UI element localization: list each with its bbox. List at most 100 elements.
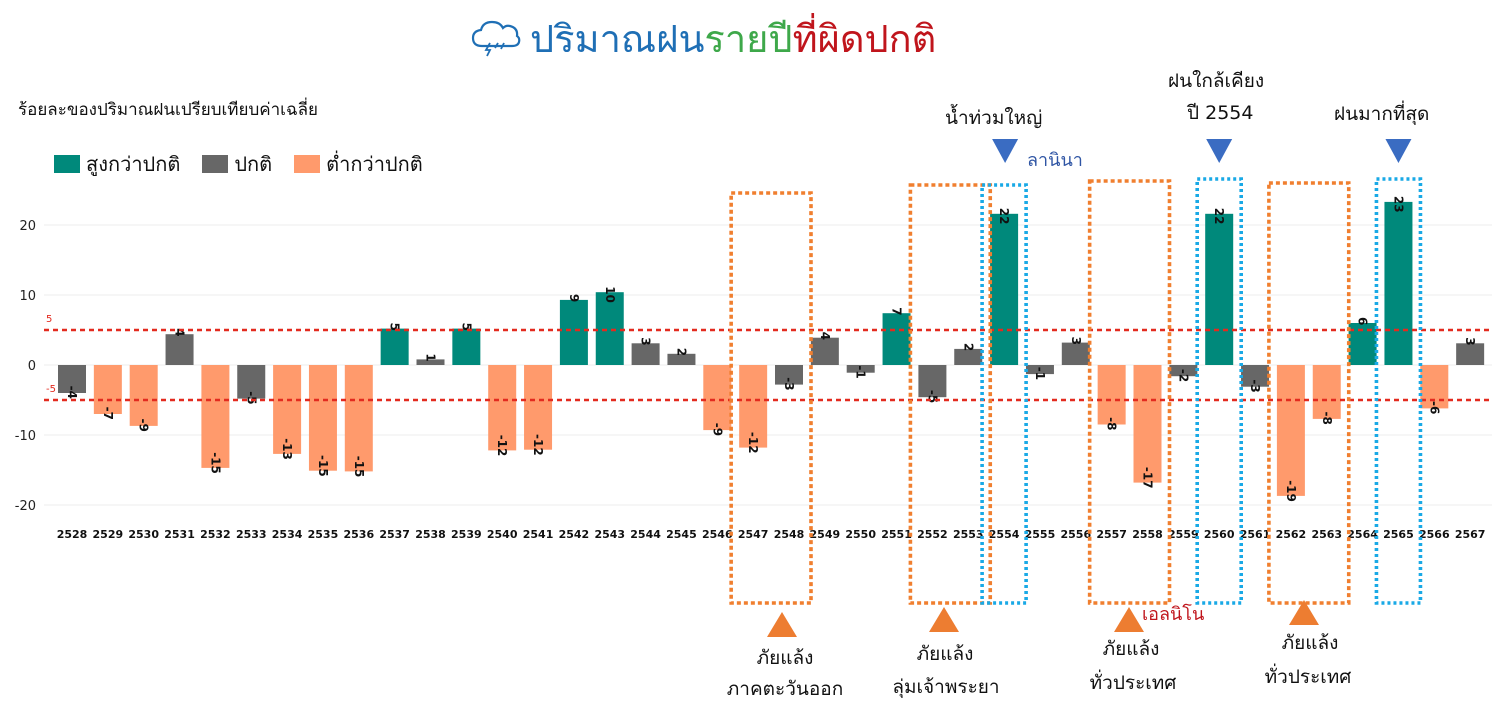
x-tick-label: 2567 bbox=[1455, 528, 1486, 541]
drought-box bbox=[908, 183, 993, 605]
x-tick-label: 2556 bbox=[1060, 528, 1091, 541]
x-tick-label: 2561 bbox=[1240, 528, 1271, 541]
bar bbox=[1205, 213, 1234, 365]
data-label: -1 bbox=[1033, 367, 1047, 380]
annotation-drought-2562-line1: ภัยแล้ง bbox=[1281, 632, 1339, 654]
data-label: -19 bbox=[1284, 480, 1298, 502]
x-tick-label: 2563 bbox=[1311, 528, 1342, 541]
bar bbox=[559, 299, 588, 365]
x-tick-label: 2537 bbox=[379, 528, 410, 541]
annotation-drought-2552-line1: ภัยแล้ง bbox=[916, 643, 974, 665]
x-tick-label: 2557 bbox=[1096, 528, 1127, 541]
bar bbox=[882, 313, 911, 365]
annotation-drought-2557-line2: ทั่วประเทศ bbox=[1089, 672, 1177, 694]
data-label: 4 bbox=[173, 328, 187, 336]
data-label: 6 bbox=[1356, 317, 1370, 325]
bar bbox=[954, 348, 983, 365]
bar bbox=[739, 365, 768, 448]
title-part-3: ที่ผิดปกติ bbox=[792, 16, 937, 61]
x-tick-label: 2554 bbox=[989, 528, 1020, 541]
annotation-flood-2565: ฝนมากที่สุด bbox=[1334, 103, 1430, 125]
threshold-label: -5 bbox=[46, 384, 56, 395]
x-tick-label: 2530 bbox=[128, 528, 159, 541]
page-title: ปริมาณฝน รายปี ที่ผิดปกติ bbox=[470, 10, 936, 66]
x-tick-label: 2539 bbox=[451, 528, 482, 541]
data-label: 5 bbox=[388, 323, 402, 331]
y-tick-label: -20 bbox=[15, 499, 36, 514]
bar bbox=[237, 365, 266, 399]
x-tick-label: 2535 bbox=[308, 528, 339, 541]
data-label: 3 bbox=[1463, 337, 1477, 345]
x-tick-label: 2538 bbox=[415, 528, 446, 541]
data-label: -3 bbox=[1248, 379, 1262, 392]
bar bbox=[416, 359, 445, 365]
bar bbox=[452, 328, 481, 365]
y-axis-title: ร้อยละของปริมาณฝนเปรียบเทียบค่าเฉลี่ย bbox=[18, 100, 318, 120]
x-tick-label: 2550 bbox=[845, 528, 876, 541]
data-label: -17 bbox=[1141, 467, 1155, 489]
x-tick-label: 2551 bbox=[881, 528, 912, 541]
data-label: -4 bbox=[65, 386, 79, 399]
data-label: 22 bbox=[1212, 208, 1226, 225]
data-label: -15 bbox=[208, 452, 222, 474]
bar bbox=[201, 365, 230, 468]
data-label: 10 bbox=[603, 286, 617, 303]
x-tick-label: 2560 bbox=[1204, 528, 1235, 541]
bar bbox=[918, 365, 947, 398]
bar bbox=[58, 365, 86, 393]
data-label: -8 bbox=[1105, 417, 1119, 430]
legend-item-above: สูงกว่าปกติ bbox=[54, 148, 180, 180]
bar bbox=[1061, 342, 1090, 365]
data-label: -2 bbox=[1176, 369, 1190, 382]
data-label: -1 bbox=[854, 365, 868, 378]
x-tick-label: 2558 bbox=[1132, 528, 1163, 541]
x-tick-label: 2536 bbox=[343, 528, 374, 541]
legend-swatch-below bbox=[294, 155, 321, 173]
bar bbox=[1456, 343, 1485, 365]
bar bbox=[1241, 365, 1270, 387]
x-tick-label: 2544 bbox=[630, 528, 661, 541]
bar bbox=[990, 213, 1019, 365]
annotation-drought-2557-line1: ภัยแล้ง bbox=[1102, 638, 1160, 660]
drought-box bbox=[1267, 181, 1351, 605]
x-tick-label: 2548 bbox=[774, 528, 805, 541]
bar bbox=[165, 334, 194, 365]
legend-label-above: สูงกว่าปกติ bbox=[86, 152, 181, 176]
x-tick-label: 2553 bbox=[953, 528, 984, 541]
annotation-flood-2554: น้ำท่วมใหญ่ bbox=[945, 107, 1043, 129]
y-tick-label: 0 bbox=[28, 359, 36, 374]
bar bbox=[129, 365, 158, 426]
data-label: 4 bbox=[818, 332, 832, 340]
x-tick-label: 2565 bbox=[1383, 528, 1414, 541]
data-label: -9 bbox=[710, 423, 724, 436]
data-label: 3 bbox=[1069, 337, 1083, 345]
legend-label-normal: ปกติ bbox=[234, 152, 273, 176]
bar bbox=[1097, 365, 1126, 425]
y-tick-label: 20 bbox=[19, 219, 36, 234]
x-tick-label: 2545 bbox=[666, 528, 697, 541]
bar bbox=[488, 365, 517, 451]
bar bbox=[273, 365, 302, 454]
data-label: 3 bbox=[639, 337, 653, 345]
annotation-drought-2547-line2: ภาคตะวันออก bbox=[726, 678, 844, 700]
drought-box bbox=[1087, 179, 1172, 605]
data-label: -12 bbox=[495, 435, 509, 457]
drought-marker-icon bbox=[767, 612, 797, 637]
bar bbox=[667, 353, 696, 365]
data-label: 22 bbox=[997, 208, 1011, 225]
data-label: -12 bbox=[531, 434, 545, 456]
data-label: -13 bbox=[280, 438, 294, 460]
annotation-drought-2562-line2: ทั่วประเทศ bbox=[1264, 666, 1352, 688]
bar bbox=[1312, 365, 1341, 419]
data-label: -12 bbox=[746, 432, 760, 454]
legend-item-below: ต่ำกว่าปกติ bbox=[294, 148, 423, 180]
data-label: 1 bbox=[424, 353, 438, 361]
bar bbox=[1169, 365, 1198, 377]
bar bbox=[1276, 365, 1305, 496]
bar bbox=[1384, 201, 1413, 365]
bar bbox=[344, 365, 373, 472]
legend-swatch-normal bbox=[202, 155, 229, 173]
threshold-label: 5 bbox=[46, 314, 52, 325]
data-label: 23 bbox=[1391, 196, 1405, 213]
